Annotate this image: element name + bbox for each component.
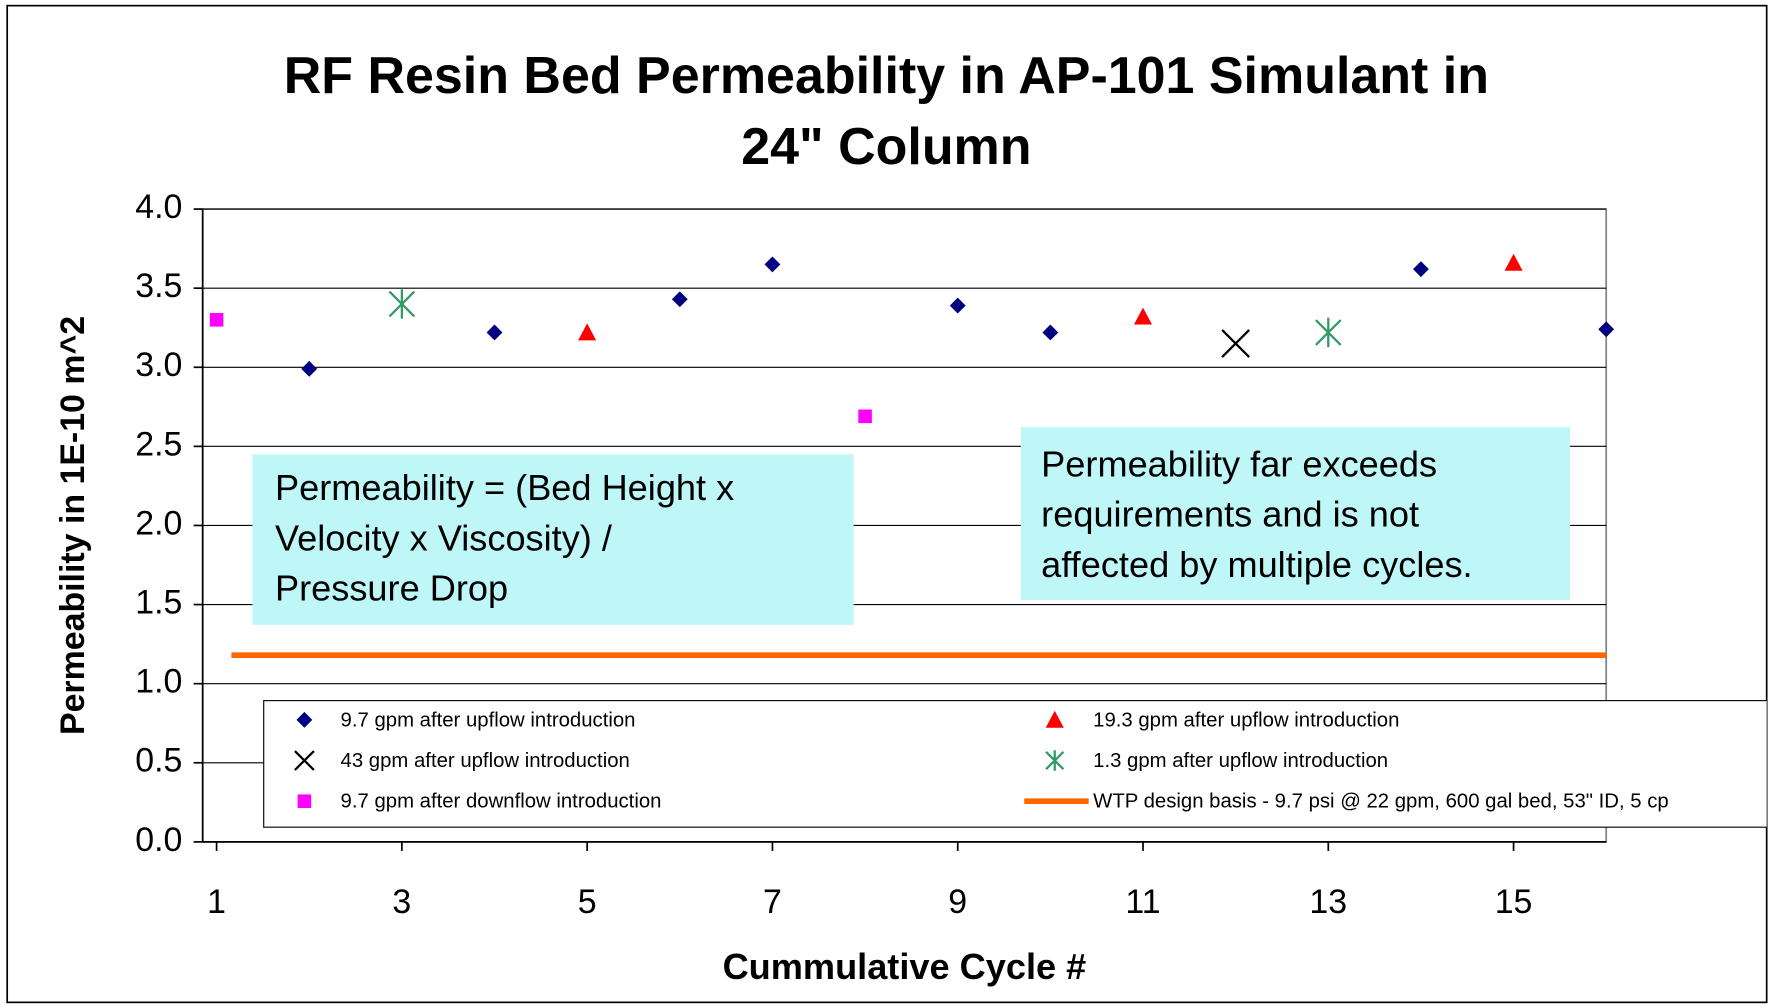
square	[858, 409, 872, 424]
legend-label: 9.7 gpm after upflow introduction	[341, 709, 636, 731]
marker	[1221, 329, 1251, 358]
x-tick-label: 3	[392, 883, 411, 921]
triangle	[1133, 307, 1153, 325]
legend-box	[263, 700, 1767, 828]
legend-label: 19.3 gpm after upflow introduction	[1093, 709, 1399, 731]
marker	[1045, 710, 1064, 728]
y-tick-label: 1.5	[135, 584, 182, 622]
marker	[1042, 324, 1059, 341]
annotation-text: requirements and is not	[1041, 494, 1419, 535]
square	[209, 313, 224, 327]
diamond	[1598, 321, 1615, 338]
x-tick-label: 1	[207, 883, 226, 921]
annotation-text: Permeability far exceeds	[1041, 443, 1437, 484]
marker	[294, 750, 315, 771]
triangle	[578, 323, 597, 341]
diamond	[1042, 324, 1059, 341]
legend-label: 9.7 gpm after downflow introduction	[341, 791, 662, 813]
x-tick-label: 9	[948, 883, 967, 921]
legend-label: 43 gpm after upflow introduction	[341, 750, 630, 772]
marker	[1133, 307, 1153, 325]
triangle	[1504, 253, 1523, 271]
x-tick-label: 7	[763, 883, 782, 921]
annotation-box	[252, 454, 854, 625]
marker	[1598, 321, 1615, 338]
y-tick-label: 2.5	[135, 425, 182, 463]
annotation-text: Velocity x Viscosity) /	[275, 517, 613, 558]
y-tick-label: 3.5	[135, 267, 182, 305]
cross	[1221, 329, 1251, 358]
diamond	[764, 256, 781, 273]
marker	[858, 409, 872, 424]
asterisk	[1315, 317, 1342, 348]
legend-label: WTP design basis - 9.7 psi @ 22 gpm, 600…	[1093, 791, 1669, 813]
marker	[578, 323, 597, 341]
triangle	[1045, 710, 1064, 728]
marker	[388, 289, 416, 319]
y-tick-label: 0.0	[135, 821, 182, 859]
marker	[1413, 261, 1429, 278]
x-axis-label: Cummulative Cycle #	[723, 946, 1087, 987]
annotation-text: Permeability = (Bed Height x	[275, 467, 734, 508]
asterisk	[1045, 750, 1065, 771]
marker	[296, 711, 313, 728]
annotation-text: affected by multiple cycles.	[1041, 544, 1472, 585]
chart-title: RF Resin Bed Permeability in AP-101 Simu…	[284, 47, 1489, 105]
legend: 9.7 gpm after upflow introduction 19.3 gp…	[263, 700, 1767, 828]
y-tick-label: 4.0	[135, 188, 182, 226]
chart-title: 24" Column	[741, 118, 1031, 176]
y-tick-label: 3.0	[135, 346, 182, 384]
x-tick-label: 11	[1125, 883, 1160, 921]
y-axis-label: Permeability in 1E-10 m^2	[54, 316, 92, 735]
diamond	[301, 360, 318, 377]
marker	[1045, 750, 1065, 771]
legend-label: 1.3 gpm after upflow introduction	[1093, 750, 1388, 772]
y-tick-label: 1.0	[135, 663, 182, 701]
marker	[297, 794, 312, 808]
y-tick-label: 0.5	[135, 742, 182, 780]
diamond	[296, 711, 313, 728]
square	[297, 794, 312, 808]
cross	[294, 750, 315, 771]
x-tick-label: 5	[578, 883, 597, 921]
marker	[209, 313, 224, 327]
asterisk	[388, 289, 416, 319]
marker	[764, 256, 781, 273]
diamond	[1413, 261, 1429, 278]
marker	[949, 297, 966, 314]
marker	[1315, 317, 1342, 348]
diamond	[949, 297, 966, 314]
y-tick-label: 2.0	[135, 504, 182, 542]
annotation-box	[1020, 427, 1571, 601]
annotation-text: Pressure Drop	[275, 568, 508, 609]
marker	[1504, 253, 1523, 271]
x-tick-label: 15	[1495, 883, 1533, 921]
marker	[301, 360, 318, 377]
x-tick-label: 13	[1309, 883, 1347, 921]
